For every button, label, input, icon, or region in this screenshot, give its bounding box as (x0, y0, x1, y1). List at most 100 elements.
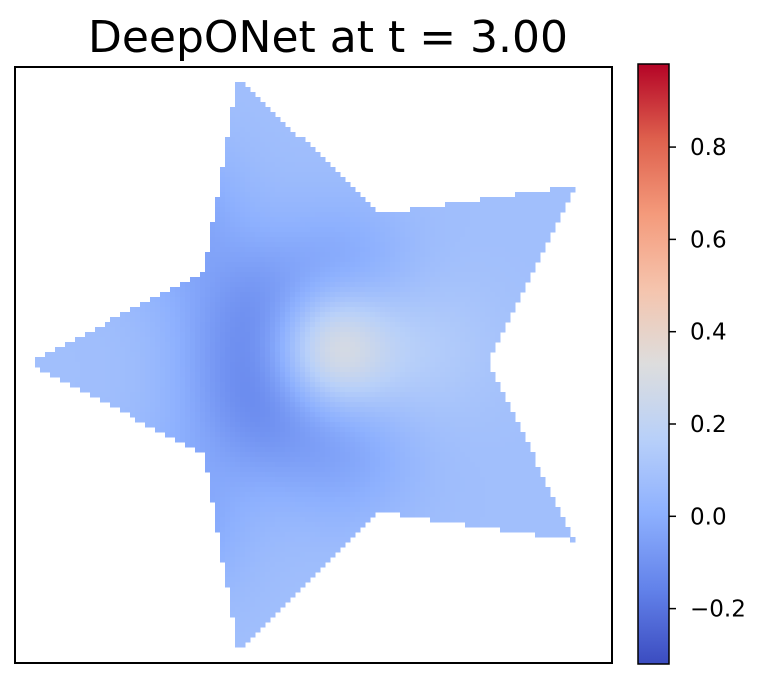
heatmap-cell (205, 257, 211, 263)
heatmap-cell (325, 172, 331, 178)
heatmap-cell (400, 432, 406, 438)
heatmap-cell (350, 437, 356, 443)
heatmap-cell (130, 387, 136, 393)
heatmap-cell (470, 247, 476, 253)
heatmap-cell (400, 302, 406, 308)
heatmap-cell (310, 352, 316, 358)
heatmap-cell (460, 207, 466, 213)
heatmap-cell (85, 337, 91, 343)
heatmap-cell (230, 132, 236, 138)
heatmap-cell (405, 377, 411, 383)
heatmap-cell (425, 467, 431, 473)
heatmap-cell (425, 437, 431, 443)
heatmap-cell (395, 227, 401, 233)
heatmap-cell (405, 452, 411, 458)
heatmap-cell (400, 467, 406, 473)
heatmap-cell (280, 172, 286, 178)
heatmap-cell (235, 342, 241, 348)
heatmap-cell (285, 382, 291, 388)
heatmap-cell (185, 332, 191, 338)
heatmap-cell (335, 237, 341, 243)
heatmap-cell (145, 302, 151, 308)
heatmap-cell (535, 222, 541, 228)
heatmap-cell (260, 242, 266, 248)
heatmap-cell (505, 467, 511, 473)
heatmap-cell (155, 297, 161, 303)
heatmap-cell (295, 422, 301, 428)
heatmap-cell (420, 292, 426, 298)
heatmap-cell (195, 407, 201, 413)
heatmap-cell (390, 392, 396, 398)
heatmap-cell (205, 462, 211, 468)
heatmap-cell (380, 387, 386, 393)
heatmap-cell (435, 437, 441, 443)
heatmap-cell (240, 237, 246, 243)
heatmap-cell (375, 392, 381, 398)
heatmap-cell (110, 337, 116, 343)
heatmap-cell (235, 317, 241, 323)
heatmap-cell (85, 387, 91, 393)
heatmap-cell (60, 362, 66, 368)
heatmap-cell (420, 347, 426, 353)
heatmap-cell (500, 272, 506, 278)
heatmap-cell (365, 392, 371, 398)
heatmap-cell (335, 197, 341, 203)
heatmap-cell (245, 172, 251, 178)
heatmap-cell (420, 322, 426, 328)
heatmap-cell (475, 437, 481, 443)
heatmap-cell (495, 427, 501, 433)
heatmap-cell (395, 397, 401, 403)
heatmap-cell (240, 452, 246, 458)
heatmap-cell (270, 222, 276, 228)
heatmap-cell (220, 197, 226, 203)
heatmap-cell (395, 317, 401, 323)
heatmap-cell (285, 262, 291, 268)
heatmap-cell (360, 507, 366, 513)
heatmap-cell (80, 387, 86, 393)
heatmap-cell (145, 347, 151, 353)
heatmap-cell (220, 372, 226, 378)
heatmap-cell (330, 267, 336, 273)
heatmap-cell (405, 217, 411, 223)
heatmap-cell (485, 367, 491, 373)
heatmap-cell (510, 197, 516, 203)
heatmap-cell (215, 382, 221, 388)
heatmap-cell (490, 267, 496, 273)
heatmap-cell (240, 147, 246, 153)
heatmap-cell (210, 482, 216, 488)
heatmap-cell (370, 437, 376, 443)
heatmap-cell (530, 202, 536, 208)
heatmap-cell (340, 452, 346, 458)
heatmap-cell (220, 487, 226, 493)
heatmap-cell (300, 152, 306, 158)
heatmap-cell (110, 317, 116, 323)
heatmap-cell (230, 417, 236, 423)
heatmap-cell (135, 392, 141, 398)
heatmap-cell (110, 367, 116, 373)
heatmap-cell (330, 177, 336, 183)
heatmap-cell (350, 252, 356, 258)
heatmap-cell (150, 407, 156, 413)
heatmap-cell (300, 287, 306, 293)
heatmap-cell (290, 242, 296, 248)
heatmap-cell (365, 297, 371, 303)
heatmap-cell (245, 442, 251, 448)
heatmap-cell (130, 352, 136, 358)
heatmap-cell (415, 482, 421, 488)
heatmap-cell (210, 237, 216, 243)
heatmap-cell (280, 507, 286, 513)
heatmap-cell (295, 282, 301, 288)
heatmap-cell (195, 377, 201, 383)
heatmap-cell (305, 317, 311, 323)
heatmap-cell (520, 452, 526, 458)
heatmap-cell (315, 297, 321, 303)
heatmap-cell (240, 277, 246, 283)
heatmap-cell (140, 362, 146, 368)
heatmap-cell (440, 432, 446, 438)
heatmap-cell (480, 332, 486, 338)
heatmap-cell (210, 452, 216, 458)
heatmap-cell (420, 277, 426, 283)
heatmap-cell (220, 502, 226, 508)
heatmap-cell (395, 332, 401, 338)
heatmap-cell (415, 212, 421, 218)
